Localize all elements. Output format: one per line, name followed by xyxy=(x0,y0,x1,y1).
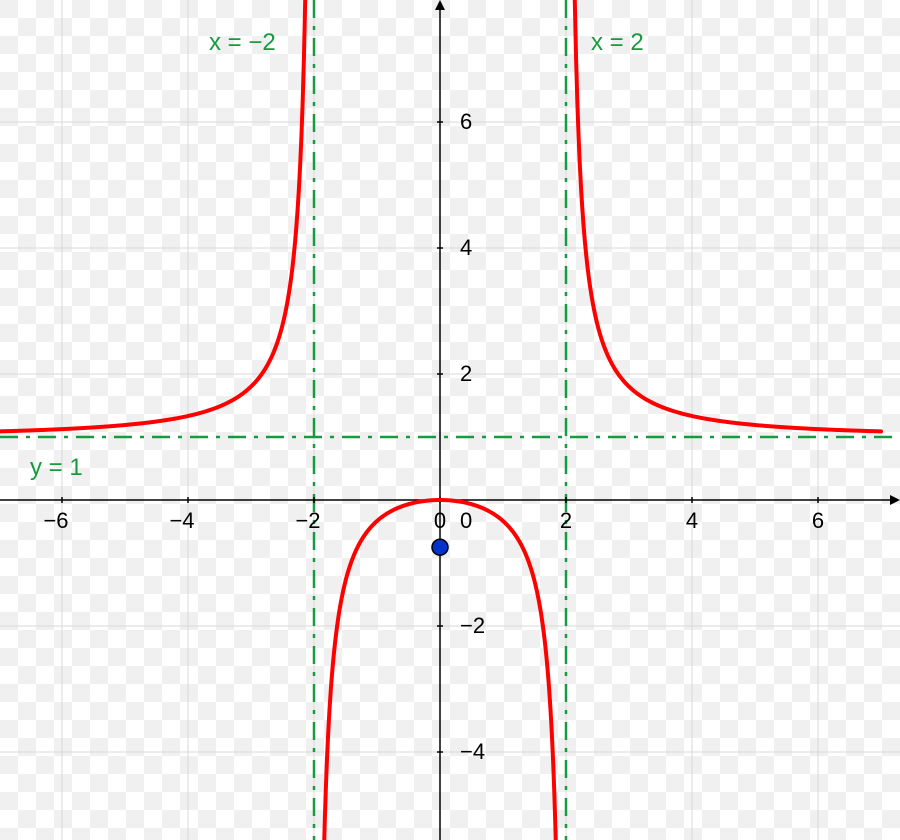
y-tick-label: −2 xyxy=(460,613,485,638)
x-tick-label: 6 xyxy=(812,508,824,533)
x-tick-label: −4 xyxy=(169,508,194,533)
x-tick-label: −6 xyxy=(43,508,68,533)
marker-point xyxy=(432,539,448,555)
y-tick-label: 0 xyxy=(460,508,472,533)
asymptote-label-y-1: y = 1 xyxy=(30,454,83,481)
y-tick-label: −4 xyxy=(460,739,485,764)
asymptote-label-x-neg2: x = −2 xyxy=(209,29,276,56)
x-tick-label: −2 xyxy=(295,508,320,533)
rational-function-plot: −6 −4 −2 0 2 4 6 −4 −2 0 2 4 6 x = −2 x = 2 y = 1 xyxy=(0,0,900,840)
asymptote-label-x-pos2: x = 2 xyxy=(591,29,644,56)
y-tick-label: 4 xyxy=(460,235,472,260)
y-tick-label: 6 xyxy=(460,109,472,134)
y-tick-label: 2 xyxy=(460,361,472,386)
checker-background xyxy=(0,0,900,840)
x-tick-label: 0 xyxy=(434,508,446,533)
x-tick-label: 4 xyxy=(686,508,698,533)
x-tick-label: 2 xyxy=(560,508,572,533)
